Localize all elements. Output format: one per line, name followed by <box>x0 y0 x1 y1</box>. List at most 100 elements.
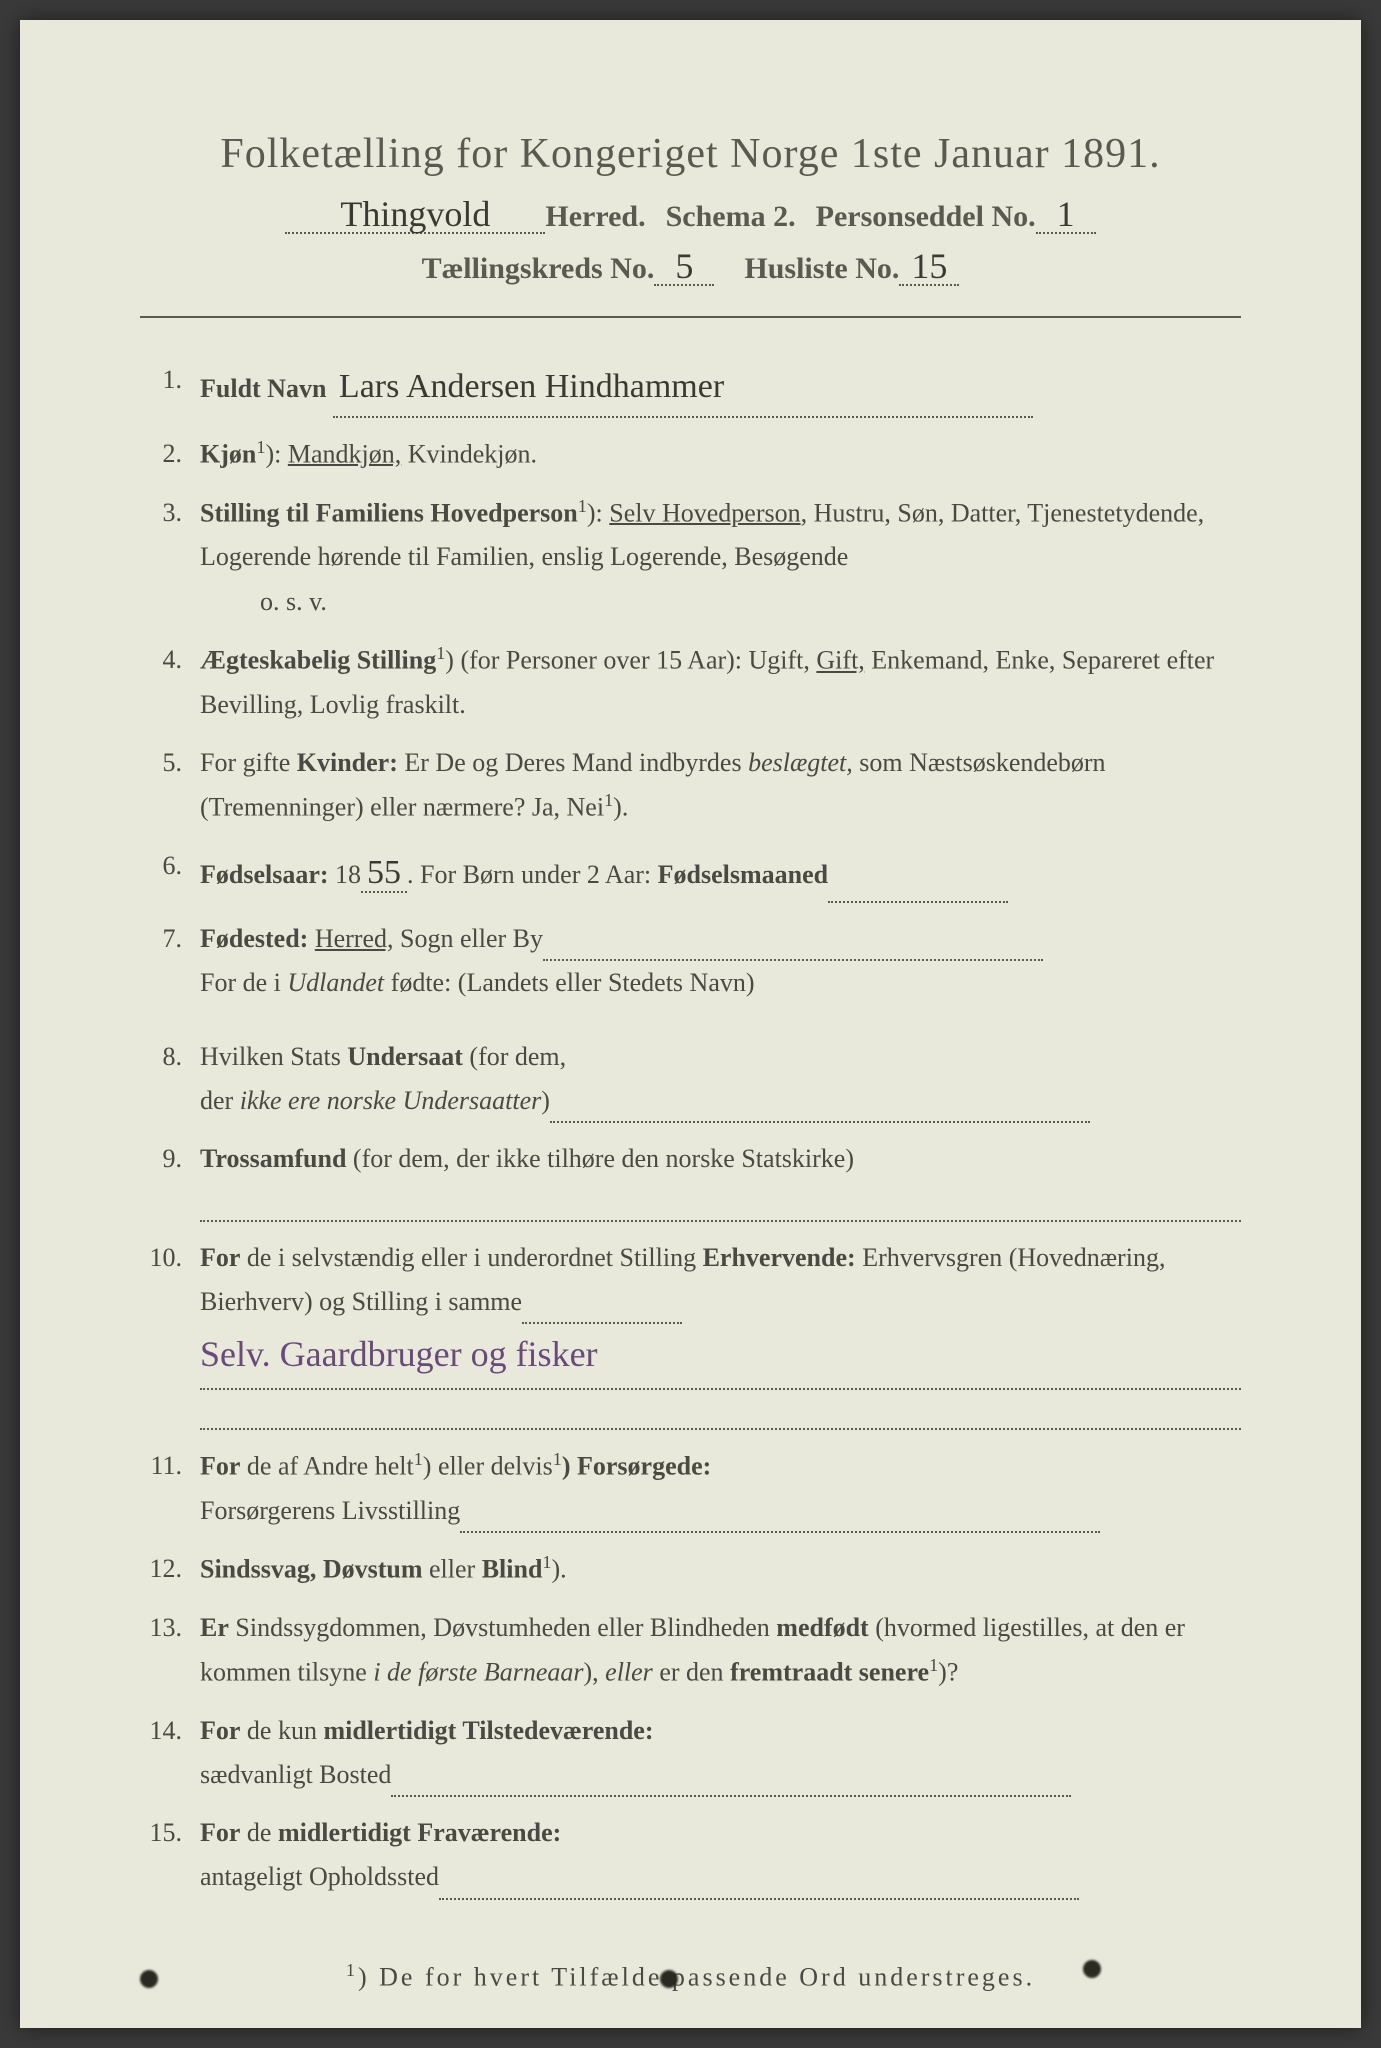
text: ). <box>613 793 628 822</box>
item-num: 1. <box>140 358 200 418</box>
item-body: Fødested: Herred, Sogn eller By For de i… <box>200 917 1241 1005</box>
item-num: 6. <box>140 844 200 903</box>
text: eller <box>423 1555 482 1584</box>
footnote-ref: 1 <box>604 790 613 810</box>
herred-value: Thingvold <box>285 196 545 234</box>
selected-hovedperson: Selv Hovedperson <box>609 498 800 527</box>
text: ) <box>541 1086 550 1115</box>
selected-gift: Gift, <box>816 646 864 675</box>
item-num: 14. <box>140 1709 200 1797</box>
field-label: Kjøn <box>200 439 256 468</box>
name-value: Lars Andersen Hindhammer <box>333 358 1033 418</box>
ink-blot-icon <box>140 1970 158 1988</box>
item-body: For de i selvstændig eller i underordnet… <box>200 1236 1241 1430</box>
footnote-ref: 1 <box>553 1449 562 1469</box>
field-label: Sindssvag, Døvstum <box>200 1555 423 1584</box>
item-body: Sindssvag, Døvstum eller Blind1). <box>200 1547 1241 1592</box>
text: de i selvstændig eller i underordnet Sti… <box>240 1243 702 1272</box>
field-label-2: midlertidigt Fraværende: <box>278 1818 561 1847</box>
item-body: Fuldt Navn Lars Andersen Hindhammer <box>200 358 1241 418</box>
item-num: 8. <box>140 1035 200 1123</box>
field-label: Trossamfund <box>200 1144 346 1173</box>
item-6: 6. Fødselsaar: 1855. For Børn under 2 Aa… <box>140 844 1241 903</box>
text: Forsørgerens Livsstilling <box>200 1496 460 1525</box>
occupation-line: Selv. Gaardbruger og fisker <box>200 1324 1241 1389</box>
field-label-2: Blind <box>482 1555 543 1584</box>
text: (for dem, der ikke tilhøre den norske St… <box>346 1144 854 1173</box>
field-label: Fuldt Navn <box>200 374 326 403</box>
month-blank <box>828 872 1008 903</box>
form-header: Folketælling for Kongeriget Norge 1ste J… <box>140 130 1241 286</box>
text: (for dem, <box>463 1042 566 1071</box>
field-label: Fødested: <box>200 924 308 953</box>
text: For gifte <box>200 748 297 777</box>
text: de <box>240 1818 278 1847</box>
sub-line: sædvanligt Bosted <box>200 1753 1241 1797</box>
item-num: 7. <box>140 917 200 1005</box>
item-num: 11. <box>140 1444 200 1533</box>
text: Sindssygdommen, Døvstumheden eller Blind… <box>229 1613 776 1642</box>
item-1: 1. Fuldt Navn Lars Andersen Hindhammer <box>140 358 1241 418</box>
tallingskreds-value: 5 <box>654 248 714 286</box>
footnote-ref: 1 <box>578 496 587 516</box>
blank <box>391 1766 1071 1797</box>
footnote: 1) De for hvert Tilfælde passende Ord un… <box>140 1960 1241 1993</box>
sub-line: For de i Udlandet fødte: (Landets eller … <box>200 961 1241 1005</box>
item-9: 9. Trossamfund (for dem, der ikke tilhør… <box>140 1137 1241 1222</box>
blank <box>439 1868 1079 1899</box>
herred-label: Herred. <box>545 200 645 234</box>
footnote-marker: 1 <box>346 1960 358 1980</box>
item-11: 11. For de af Andre helt1) eller delvis1… <box>140 1444 1241 1533</box>
item-num: 3. <box>140 491 200 624</box>
text: ) eller delvis <box>423 1452 553 1481</box>
blank <box>200 1394 1241 1430</box>
field-label: Fødselsaar: <box>200 860 329 889</box>
field-label: Kvinder: <box>297 748 398 777</box>
item-body: For de midlertidigt Fraværende: antageli… <box>200 1811 1241 1899</box>
item-body: Ægteskabelig Stilling1) (for Personer ov… <box>200 638 1241 727</box>
header-line-3: Tællingskreds No. 5 Husliste No. 15 <box>140 248 1241 286</box>
item-5: 5. For gifte Kvinder: Er De og Deres Man… <box>140 741 1241 830</box>
italic-text: Udlandet <box>287 968 384 997</box>
text: de af Andre helt <box>240 1452 413 1481</box>
blank <box>200 1186 1241 1222</box>
ink-blot-icon <box>1083 1960 1101 1978</box>
month-label: Fødselsmaaned <box>658 860 828 889</box>
item-body: Stilling til Familiens Hovedperson1): Se… <box>200 491 1241 624</box>
text: Hvilken Stats <box>200 1042 347 1071</box>
text: ) (for Personer over 15 Aar): Ugift, <box>445 646 816 675</box>
item-body: Trossamfund (for dem, der ikke tilhøre d… <box>200 1137 1241 1222</box>
field-label-2: ) Forsørgede: <box>562 1452 711 1481</box>
text: antageligt Opholdssted <box>200 1862 439 1891</box>
footnote-ref: 1 <box>542 1552 551 1572</box>
field-label-2: Erhvervende: <box>703 1243 856 1272</box>
item-13: 13. Er Sindssygdommen, Døvstumheden elle… <box>140 1606 1241 1695</box>
item-15: 15. For de midlertidigt Fraværende: anta… <box>140 1811 1241 1899</box>
text: ). <box>552 1555 567 1584</box>
item-7: 7. Fødested: Herred, Sogn eller By For d… <box>140 917 1241 1005</box>
field-label: Ægteskabelig Stilling <box>200 646 436 675</box>
blank <box>550 1092 1090 1123</box>
item-num: 9. <box>140 1137 200 1222</box>
field-label-2: medfødt <box>776 1613 868 1642</box>
text: . For Børn under 2 Aar: <box>407 860 658 889</box>
text: Er De og Deres Mand indbyrdes <box>398 748 748 777</box>
census-form-page: Folketælling for Kongeriget Norge 1ste J… <box>20 20 1361 2028</box>
text: For de i <box>200 968 287 997</box>
italic-text: ikke ere norske Undersaatter <box>240 1086 542 1115</box>
field-label: For <box>200 1452 240 1481</box>
opt-kvindekjon: Kvindekjøn. <box>408 439 537 468</box>
text: de kun <box>240 1716 323 1745</box>
text: ), <box>583 1658 605 1687</box>
item-num: 5. <box>140 741 200 830</box>
husliste-value: 15 <box>899 248 959 286</box>
divider <box>140 316 1241 318</box>
field-label: For <box>200 1243 240 1272</box>
header-line-2: Thingvold Herred. Schema 2. Personseddel… <box>140 196 1241 234</box>
italic-text: beslægtet, <box>748 748 853 777</box>
footnote-ref: 1 <box>436 643 445 663</box>
field-label: For <box>200 1716 240 1745</box>
item-num: 15. <box>140 1811 200 1899</box>
item-2: 2. Kjøn1): Mandkjøn, Kvindekjøn. <box>140 432 1241 477</box>
selected-herred: Herred, <box>315 924 394 953</box>
